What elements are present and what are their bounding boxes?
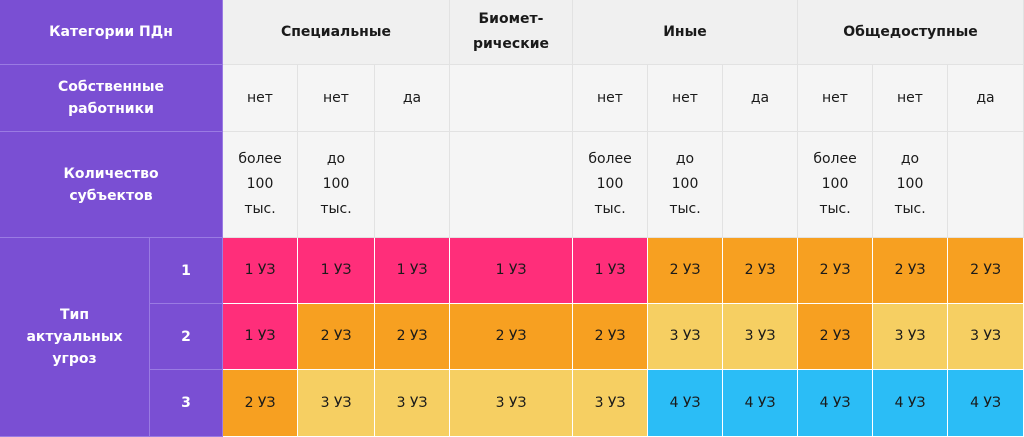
owner-cell: нет xyxy=(798,65,873,132)
level-cell: 2 УЗ xyxy=(873,238,948,304)
row-header: Количество субъектов xyxy=(0,132,223,238)
level-cell: 2 УЗ xyxy=(375,304,450,370)
level-cell: 1 УЗ xyxy=(223,304,298,370)
owner-cell: нет xyxy=(873,65,948,132)
level-cell: 4 УЗ xyxy=(723,370,798,437)
level-cell: 4 УЗ xyxy=(873,370,948,437)
level-cell: 4 УЗ xyxy=(648,370,723,437)
level-cell: 2 УЗ xyxy=(948,238,1024,304)
count-cell: более 100 тыс. xyxy=(798,132,873,238)
count-cell xyxy=(450,132,573,238)
level-cell: 2 УЗ xyxy=(223,370,298,437)
group-header: Специальные xyxy=(223,0,450,65)
level-cell: 3 УЗ xyxy=(298,370,375,437)
count-cell: до 100 тыс. xyxy=(298,132,375,238)
count-cell: до 100 тыс. xyxy=(648,132,723,238)
level-cell: 2 УЗ xyxy=(450,304,573,370)
level-cell: 1 УЗ xyxy=(450,238,573,304)
count-cell xyxy=(948,132,1024,238)
level-cell: 4 УЗ xyxy=(798,370,873,437)
owner-cell: нет xyxy=(573,65,648,132)
count-cell xyxy=(723,132,798,238)
owner-cell: нет xyxy=(648,65,723,132)
level-cell: 1 УЗ xyxy=(298,238,375,304)
group-header: Иные xyxy=(573,0,798,65)
level-cell: 3 УЗ xyxy=(723,304,798,370)
count-cell xyxy=(375,132,450,238)
owner-cell xyxy=(450,65,573,132)
level-cell: 3 УЗ xyxy=(573,370,648,437)
level-cell: 3 УЗ xyxy=(948,304,1024,370)
level-cell: 2 УЗ xyxy=(723,238,798,304)
level-cell: 2 УЗ xyxy=(798,238,873,304)
level-cell: 1 УЗ xyxy=(573,238,648,304)
count-cell: более 100 тыс. xyxy=(573,132,648,238)
owner-cell: да xyxy=(948,65,1024,132)
owner-cell: нет xyxy=(298,65,375,132)
level-cell: 3 УЗ xyxy=(450,370,573,437)
row-header: Собственные работники xyxy=(0,65,223,132)
level-cell: 3 УЗ xyxy=(648,304,723,370)
group-header: Общедоступные xyxy=(798,0,1024,65)
level-cell: 1 УЗ xyxy=(223,238,298,304)
threat-type: 3 xyxy=(150,370,223,437)
threat-type: 2 xyxy=(150,304,223,370)
threat-type: 1 xyxy=(150,238,223,304)
level-cell: 2 УЗ xyxy=(573,304,648,370)
owner-cell: да xyxy=(723,65,798,132)
owner-cell: нет xyxy=(223,65,298,132)
level-cell: 3 УЗ xyxy=(873,304,948,370)
group-header: Биомет- рические xyxy=(450,0,573,65)
level-cell: 1 УЗ xyxy=(375,238,450,304)
count-cell: до 100 тыс. xyxy=(873,132,948,238)
corner-header: Категории ПДн xyxy=(0,0,223,65)
level-cell: 3 УЗ xyxy=(375,370,450,437)
owner-cell: да xyxy=(375,65,450,132)
level-cell: 4 УЗ xyxy=(948,370,1024,437)
level-cell: 2 УЗ xyxy=(648,238,723,304)
row-header: Тип актуальных угроз xyxy=(0,238,150,437)
level-cell: 2 УЗ xyxy=(798,304,873,370)
level-cell: 2 УЗ xyxy=(298,304,375,370)
count-cell: более 100 тыс. xyxy=(223,132,298,238)
